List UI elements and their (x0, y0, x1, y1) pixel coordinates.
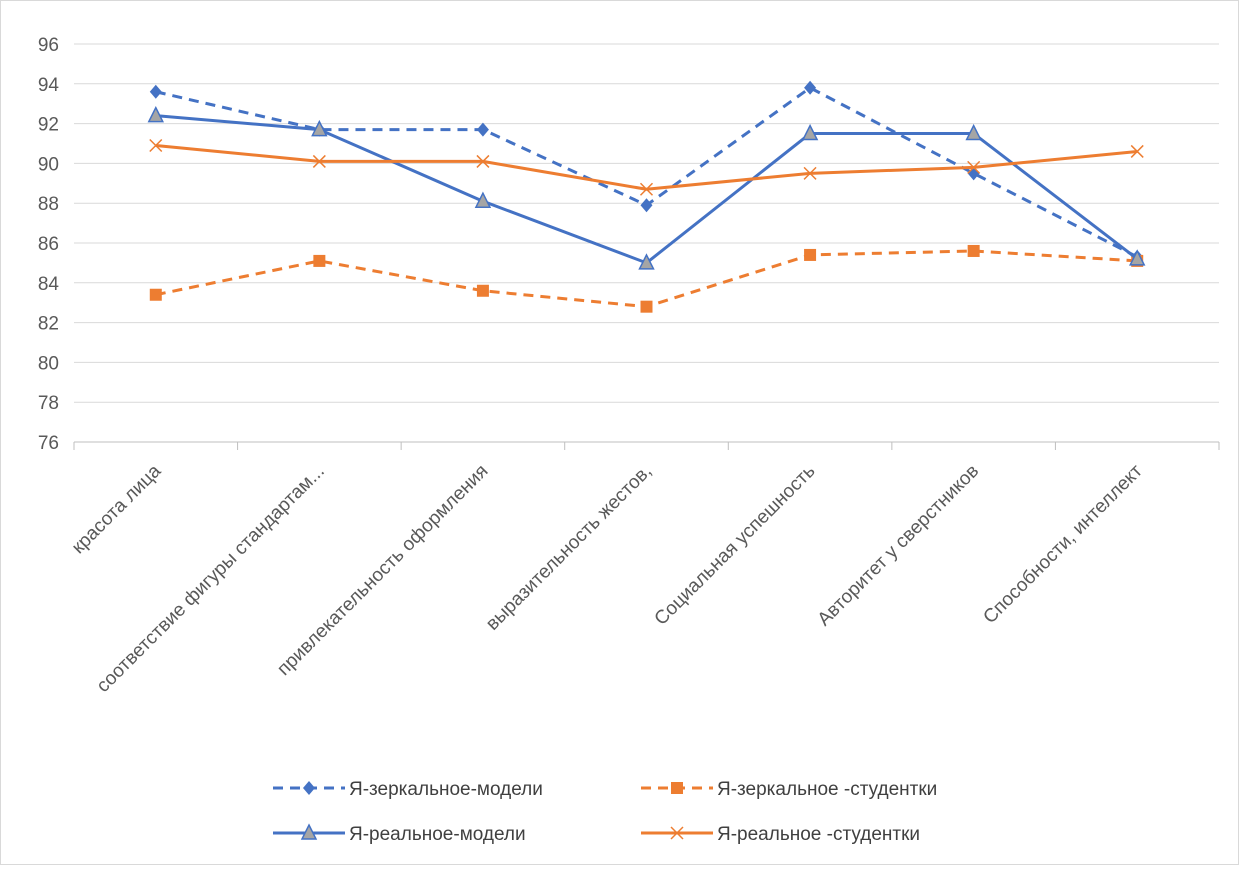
data-point (640, 198, 653, 213)
y-tick-label: 96 (38, 35, 59, 56)
legend: Я-зеркальное-модели Я-зеркальное -студент… (273, 779, 937, 845)
y-axis-ticks: 76 78 80 82 84 86 88 90 92 94 96 (38, 35, 60, 454)
data-point (640, 300, 653, 313)
y-tick-label: 76 (38, 433, 59, 454)
data-point (1129, 249, 1146, 266)
series-3 (147, 105, 1146, 270)
y-tick-label: 78 (38, 393, 59, 414)
data-point (803, 166, 817, 180)
data-point (149, 288, 162, 301)
data-point (476, 154, 490, 168)
legend-item: Я-реальное-модели (273, 823, 526, 845)
legend-label: Я-зеркальное-модели (349, 779, 543, 800)
x-tick-label: Социальная успешность (651, 461, 820, 630)
y-tick-label: 86 (38, 234, 59, 255)
y-tick-label: 92 (38, 115, 59, 136)
x-tick-label: Способности, интеллект (979, 460, 1147, 628)
x-tick-label: Авторитет у сверстников (814, 461, 984, 631)
data-point (312, 154, 326, 168)
data-point (804, 80, 817, 95)
series (147, 80, 1146, 313)
legend-label: Я-реальное-модели (349, 824, 526, 845)
data-point (149, 84, 162, 99)
gridlines (74, 43, 1219, 403)
data-point (149, 138, 163, 153)
y-tick-label: 84 (38, 274, 60, 295)
data-point (313, 254, 326, 267)
legend-marker (300, 823, 318, 840)
legend-label: Я-реальное -студентки (717, 824, 920, 845)
series-4 (149, 138, 1144, 196)
legend-label: Я-зеркальное -студентки (717, 779, 937, 800)
data-point (474, 191, 492, 208)
data-point (638, 253, 655, 270)
legend-marker (670, 826, 684, 840)
data-point (476, 122, 489, 137)
axes (73, 441, 1220, 450)
series-line (155, 86, 1138, 259)
y-tick-label: 80 (38, 353, 59, 374)
data-point (147, 105, 164, 123)
y-tick-label: 90 (38, 154, 59, 175)
series-line (155, 143, 1138, 191)
data-point (801, 123, 819, 141)
x-tick-label: выразительность жестов, (482, 461, 656, 635)
data-point (804, 248, 817, 261)
legend-item: Я-зеркальное -студентки (641, 779, 937, 800)
data-point (476, 284, 489, 297)
data-point (965, 123, 982, 141)
data-point (639, 182, 654, 196)
y-tick-label: 82 (38, 314, 59, 335)
legend-marker (303, 781, 315, 795)
data-point (967, 244, 980, 257)
legend-item: Я-реальное -студентки (641, 824, 920, 845)
x-tick-label: красота лица (68, 460, 166, 558)
y-tick-label: 94 (38, 75, 60, 96)
legend-item: Я-зеркальное-модели (273, 779, 543, 800)
data-point (967, 160, 981, 174)
legend-marker (671, 782, 683, 794)
data-point (311, 119, 328, 137)
data-point (1130, 144, 1144, 158)
series-1 (149, 80, 1144, 264)
y-tick-label: 88 (38, 194, 59, 215)
